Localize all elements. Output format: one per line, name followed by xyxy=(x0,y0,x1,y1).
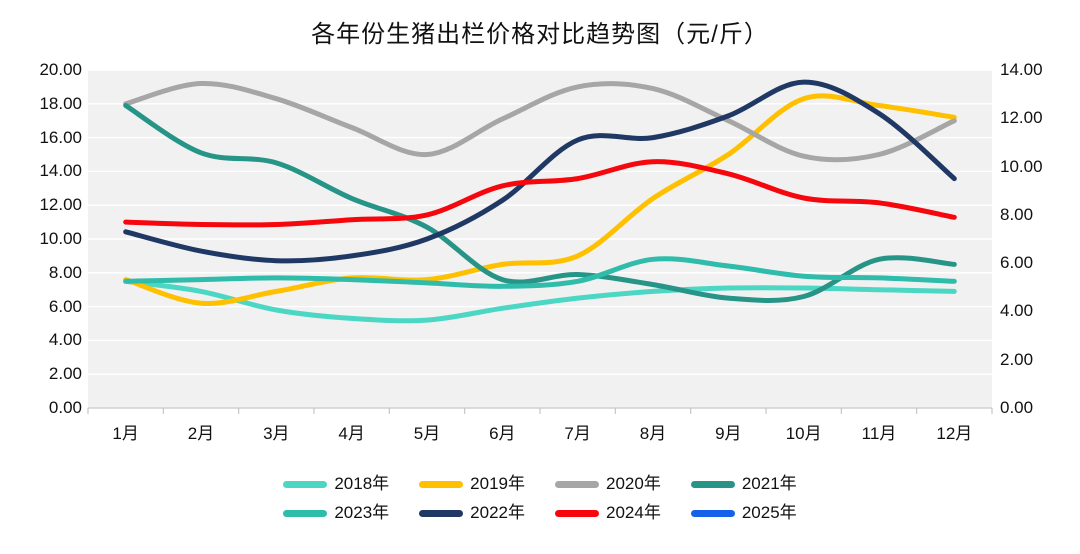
x-axis-tick-label: 11月 xyxy=(861,424,897,443)
right-axis-tick-label: 14.00 xyxy=(1000,60,1043,79)
series-line-2019 xyxy=(123,93,957,306)
x-axis-tick-label: 3月 xyxy=(263,424,290,443)
left-axis-tick-label: 0.00 xyxy=(48,398,82,417)
left-axis-tick-label: 6.00 xyxy=(48,296,82,316)
x-axis-tick-label: 9月 xyxy=(715,424,742,443)
series-line-2021 xyxy=(123,103,957,303)
left-axis-tick-label: 16.00 xyxy=(39,127,82,147)
legend-swatch-2024 xyxy=(555,509,599,517)
left-axis-tick-label: 8.00 xyxy=(48,262,82,282)
series-line-2023 xyxy=(123,256,957,289)
right-axis-tick-label: 12.00 xyxy=(1000,108,1043,128)
legend-label: 2022年 xyxy=(470,503,525,522)
legend-item-2018: 2018年 xyxy=(283,474,389,494)
x-axis-tick-label: 7月 xyxy=(564,424,591,443)
x-axis-tick-label: 6月 xyxy=(489,424,516,443)
legend-swatch-2025 xyxy=(690,509,735,517)
legend-label: 2020年 xyxy=(606,474,661,493)
series-line-2022 xyxy=(123,79,957,264)
x-axis-tick-label: 12月 xyxy=(936,424,973,443)
legend-swatch-2019 xyxy=(419,480,464,488)
left-axis-tick-label: 18.00 xyxy=(39,93,82,113)
legend-row: 2023年 2022年 2024年 2025年 xyxy=(283,503,797,523)
left-axis-tick-label: 10.00 xyxy=(39,229,82,248)
legend-item-2023: 2023年 xyxy=(283,503,389,523)
right-axis-tick-label: 4.00 xyxy=(1000,301,1034,321)
right-axis-tick-label: 10.00 xyxy=(1000,156,1043,176)
left-axis-tick-label: 2.00 xyxy=(48,364,82,384)
right-axis-tick-label: 2.00 xyxy=(1000,349,1034,369)
legend-swatch-2021 xyxy=(690,480,735,488)
legend-swatch-2023 xyxy=(283,509,328,517)
right-axis-tick-label: 8.00 xyxy=(1000,204,1034,224)
x-axis-tick-label: 1月 xyxy=(112,424,139,443)
legend-item-2025: 2025年 xyxy=(690,503,797,523)
x-axis-tick-label: 2月 xyxy=(187,424,215,443)
legend-label: 2023年 xyxy=(334,503,390,522)
left-axis-tick-label: 20.00 xyxy=(39,60,82,79)
legend-label: 2019年 xyxy=(470,474,525,493)
x-axis-tick-label: 10月 xyxy=(785,424,822,443)
legend-label: 2025年 xyxy=(741,503,797,522)
legend-label: 2021年 xyxy=(741,474,797,493)
series-line-2020 xyxy=(123,80,957,163)
legend-row: 2018年 2019年 2020年 2021年 xyxy=(283,474,797,494)
legend-item-2019: 2019年 xyxy=(419,474,525,494)
left-axis-tick-label: 4.00 xyxy=(48,330,82,350)
series-line-2018 xyxy=(123,278,957,324)
legend-label: 2018年 xyxy=(334,474,390,493)
right-axis-tick-label: 0.00 xyxy=(1000,398,1034,417)
right-axis-tick-label: 6.00 xyxy=(1000,253,1034,273)
legend-swatch-2022 xyxy=(419,509,464,517)
legend-swatch-2018 xyxy=(283,480,328,488)
x-axis-tick-label: 8月 xyxy=(639,424,667,443)
legend-item-2022: 2022年 xyxy=(419,503,525,523)
legend-swatch-2020 xyxy=(555,480,599,488)
legend-label: 2024年 xyxy=(606,503,661,522)
left-axis-tick-label: 14.00 xyxy=(39,161,82,181)
legend-item-2024: 2024年 xyxy=(555,503,661,523)
left-axis-tick-label: 12.00 xyxy=(39,195,82,215)
chart-title: 各年份生猪出栏价格对比趋势图（元/斤） xyxy=(311,21,769,48)
legend-item-2020: 2020年 xyxy=(555,474,661,494)
x-axis-tick-label: 4月 xyxy=(338,424,365,443)
x-axis-tick-label: 5月 xyxy=(413,424,441,443)
series-line-2024 xyxy=(123,159,957,228)
chart-legend: 2018年 2019年 2020年 2021年 2023年 2022年 2024年 2025年 xyxy=(0,474,1080,523)
legend-item-2021: 2021年 xyxy=(690,474,797,494)
